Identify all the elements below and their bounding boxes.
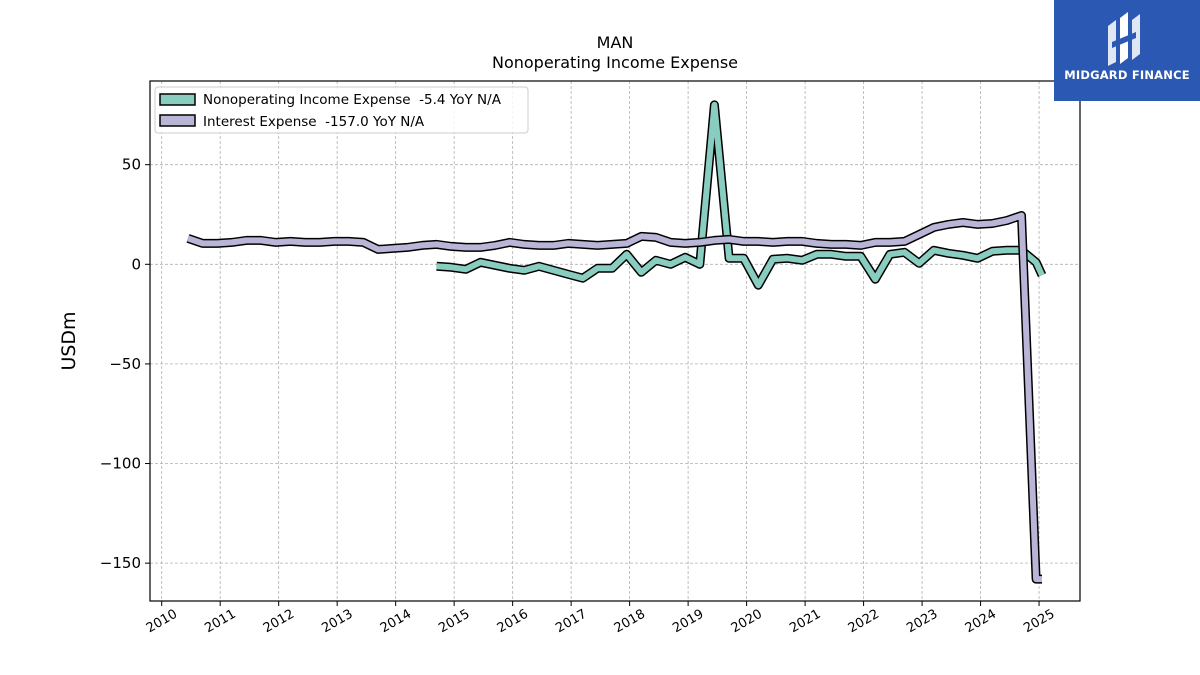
legend-swatch-interest xyxy=(159,114,196,127)
brand-logo: MIDGARD FINANCE xyxy=(1054,0,1200,101)
y-tick-label: 50 xyxy=(122,156,141,174)
x-tick-label: 2020 xyxy=(729,607,765,637)
x-tick-label: 2021 xyxy=(787,607,823,637)
legend-box xyxy=(154,86,529,134)
brand-name: MIDGARD FINANCE xyxy=(1064,68,1190,82)
y-axis-label: USDm xyxy=(58,311,80,370)
legend: Nonoperating Income Expense -5.4 YoY N/A… xyxy=(154,86,529,134)
x-tick-label: 2023 xyxy=(904,607,940,637)
x-axis-ticks: 2010 2011 2012 2013 2014 2015 2016 2017 2018 2019… xyxy=(144,601,1057,637)
chart-subtitle: Nonoperating Income Expense xyxy=(492,53,738,72)
plot-frame xyxy=(149,80,1081,602)
x-tick-label: 2018 xyxy=(612,607,648,637)
x-tick-label: 2015 xyxy=(436,607,472,637)
chart-title: MAN xyxy=(597,33,634,52)
x-tick-label: 2010 xyxy=(144,607,180,637)
series-lines xyxy=(186,100,1047,584)
x-tick-label: 2019 xyxy=(670,607,706,637)
y-axis-ticks: 50 0 −50 −100 −150 xyxy=(100,156,150,572)
x-tick-label: 2011 xyxy=(202,607,238,637)
series-line-0 xyxy=(436,101,1045,289)
x-tick-label: 2022 xyxy=(846,607,882,637)
x-tick-label: 2016 xyxy=(495,607,531,637)
legend-swatch-nonoperating xyxy=(159,93,196,106)
grid-lines xyxy=(150,81,1080,601)
x-tick-label: 2017 xyxy=(553,607,589,637)
y-tick-label: −100 xyxy=(100,455,141,473)
legend-label-nonoperating: Nonoperating Income Expense -5.4 YoY N/A xyxy=(203,92,502,108)
y-tick-label: −150 xyxy=(100,554,141,572)
x-tick-label: 2013 xyxy=(319,607,355,637)
brand-logo-icon xyxy=(1108,12,1140,66)
x-tick-label: 2025 xyxy=(1021,607,1057,637)
x-tick-label: 2024 xyxy=(963,607,999,637)
series-line-1 xyxy=(187,212,1042,583)
legend-label-interest: Interest Expense -157.0 YoY N/A xyxy=(203,114,425,130)
x-tick-label: 2012 xyxy=(261,607,297,637)
y-tick-label: 0 xyxy=(131,255,141,273)
x-tick-label: 2014 xyxy=(378,607,414,637)
y-tick-label: −50 xyxy=(109,355,141,373)
